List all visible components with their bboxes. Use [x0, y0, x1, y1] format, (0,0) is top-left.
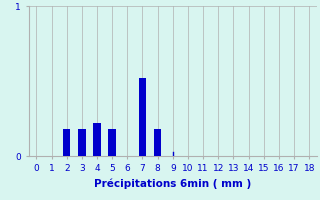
Bar — [93, 123, 101, 156]
Bar — [108, 129, 116, 156]
Bar — [139, 78, 146, 156]
Bar — [78, 129, 86, 156]
Bar — [154, 129, 161, 156]
Bar — [63, 129, 70, 156]
X-axis label: Précipitations 6min ( mm ): Précipitations 6min ( mm ) — [94, 178, 252, 189]
